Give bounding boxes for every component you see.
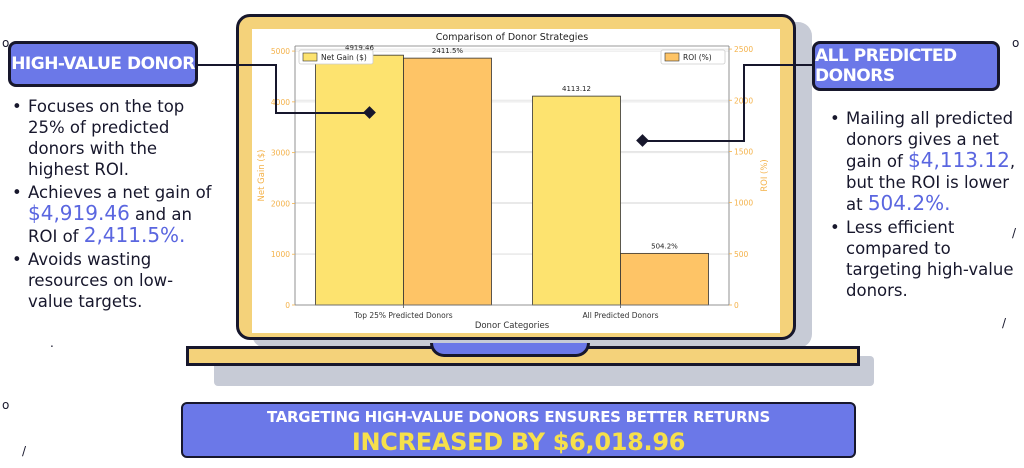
x-tick-label: Top 25% Predicted Donors [353, 311, 452, 320]
right-connector-h2 [643, 140, 744, 142]
x-axis-label: Donor Categories [475, 321, 550, 331]
left-net-gain-value: $4,919.46 [28, 201, 130, 225]
right-bullet-1-text: Mailing all predicted donors gives a net… [846, 109, 1014, 171]
right-tick-label: 1000 [734, 199, 753, 208]
left-tick-label: 5000 [271, 47, 290, 56]
left-tick-label: 3000 [271, 149, 290, 158]
deco-circle-2: o [1012, 36, 1020, 50]
deco-slash-3: / [1012, 226, 1017, 240]
right-connector-h1 [744, 64, 812, 66]
right-roi-value: 504.2%. [867, 191, 951, 215]
right-tick-label: 500 [734, 250, 749, 259]
left-tick-label: 4000 [271, 98, 290, 107]
deco-circle-3: o [2, 398, 10, 412]
bar-value-label: 4919.46 [345, 44, 374, 52]
right-tick-label: 2500 [734, 45, 753, 54]
left-tick-label: 1000 [271, 250, 290, 259]
left-bullet-2-mid: and an ROI of [28, 205, 192, 246]
left-bullet-3-text: Avoids wasting resources on low-value ta… [28, 250, 174, 311]
legend-label-net-gain: Net Gain ($) [321, 53, 367, 62]
laptop-notch [430, 343, 590, 357]
left-axis-label: Net Gain ($) [257, 150, 267, 202]
legend-swatch-net-gain [302, 52, 318, 62]
legend-swatch-roi [664, 52, 680, 62]
deco-slash-2: / [1002, 316, 1007, 330]
all-predicted-donors-tag: ALL PREDICTED DONORS [812, 41, 1000, 91]
left-bullet-1: Focuses on the top 25% of predicted dono… [8, 96, 216, 180]
deco-dot: . [50, 336, 54, 350]
banner-increase: INCREASED BY $6,018.96 [351, 428, 686, 456]
left-tick-label: 2000 [271, 199, 290, 208]
bar-value-label: 504.2% [651, 242, 678, 250]
left-connector-h1 [198, 64, 276, 66]
bar-value-label: 4113.12 [562, 85, 591, 93]
right-bullet-2-text: Less efficient compared to targeting hig… [846, 218, 1014, 300]
legend-left-box [298, 49, 374, 65]
right-axis-label: ROI (%) [760, 159, 770, 192]
deco-slash-1: / [22, 444, 27, 458]
left-bullet-2-text: Achieves a net gain of [28, 183, 212, 202]
banner-headline: TARGETING HIGH-VALUE DONORS ENSURES BETT… [266, 408, 770, 426]
left-bullet-3: Avoids wasting resources on low-value ta… [8, 249, 216, 312]
all-predicted-donors-bullets: Mailing all predicted donors gives a net… [826, 108, 1022, 303]
left-connector-v [275, 64, 277, 113]
chart-panel: 4919.46 2411.5% Top 25% Predicted Donors 41… [252, 29, 780, 333]
left-tick-label: 0 [285, 301, 290, 310]
left-bullet-1-text: Focuses on the top 25% of predicted dono… [28, 97, 185, 179]
bar-0-1 [532, 95, 621, 306]
bar-1-1 [620, 252, 709, 306]
deco-circle-1: o [2, 36, 10, 50]
right-tick-label: 0 [734, 301, 739, 310]
bar-1-0 [403, 57, 492, 306]
legend-label-roi: ROI (%) [683, 53, 712, 62]
high-value-donor-bullets: Focuses on the top 25% of predicted dono… [8, 96, 216, 314]
left-bullet-2: Achieves a net gain of $4,919.46 and an … [8, 182, 216, 247]
high-value-donor-tag: HIGH-VALUE DONOR [8, 41, 198, 87]
right-net-gain-value: $4,113.12 [908, 148, 1010, 172]
x-tick-label: All Predicted Donors [583, 311, 659, 320]
right-bullet-1: Mailing all predicted donors gives a net… [826, 108, 1022, 215]
donor-strategy-chart: 4919.46 2411.5% Top 25% Predicted Donors 41… [257, 32, 770, 331]
left-connector-h2 [275, 112, 371, 114]
right-bullet-1-mid: , but the ROI is lower at [846, 152, 1016, 214]
right-tick-label: 1500 [734, 147, 753, 156]
right-connector-v [743, 64, 745, 142]
chart-title: Comparison of Donor Strategies [436, 32, 589, 43]
bar-value-label: 2411.5% [432, 47, 463, 55]
summary-banner: TARGETING HIGH-VALUE DONORS ENSURES BETT… [181, 402, 856, 458]
right-bullet-2: Less efficient compared to targeting hig… [826, 217, 1022, 301]
bar-0-0 [315, 54, 404, 306]
left-roi-value: 2,411.5%. [83, 223, 186, 247]
